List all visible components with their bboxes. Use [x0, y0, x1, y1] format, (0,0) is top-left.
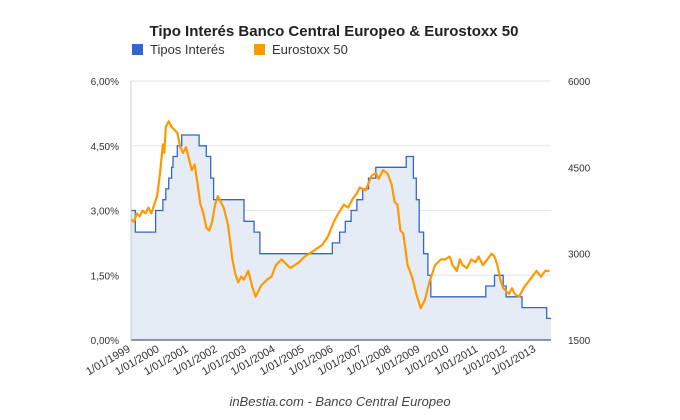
right-tick-label: 6000	[568, 77, 591, 88]
right-tick-label: 1500	[568, 336, 591, 347]
left-tick-label: 1,50%	[91, 271, 119, 282]
right-tick-label: 4500	[568, 163, 591, 174]
series-line-tipos	[131, 134, 551, 320]
legend-swatch-eurostoxx	[254, 44, 265, 55]
x-axis-ticks: 1/01/19991/01/20001/01/20011/01/20021/01…	[84, 343, 538, 378]
chart-title: Tipo Interés Banco Central Europeo & Eur…	[150, 23, 519, 40]
right-tick-label: 3000	[568, 250, 591, 261]
legend: Tipos Interés Eurostoxx 50	[132, 42, 348, 57]
legend-label-tipos: Tipos Interés	[150, 42, 225, 57]
left-tick-label: 0,00%	[91, 336, 119, 347]
left-tick-label: 6,00%	[91, 77, 119, 88]
series-line-eurostoxx	[130, 120, 550, 310]
left-tick-label: 3,00%	[91, 207, 119, 218]
area-layer	[131, 135, 551, 340]
legend-label-eurostoxx: Eurostoxx 50	[272, 42, 348, 57]
right-axis-ticks: 1500 3000 4500 6000	[568, 77, 591, 347]
left-axis-ticks: 0,00% 1,50% 3,00% 4,50% 6,00%	[91, 77, 119, 347]
series-area-tipos	[131, 135, 551, 340]
lines-layer	[130, 120, 551, 320]
source-note: inBestia.com - Banco Central Europeo	[229, 394, 450, 409]
legend-swatch-tipos	[132, 44, 143, 55]
axes	[130, 81, 551, 341]
left-tick-label: 4,50%	[91, 142, 119, 153]
